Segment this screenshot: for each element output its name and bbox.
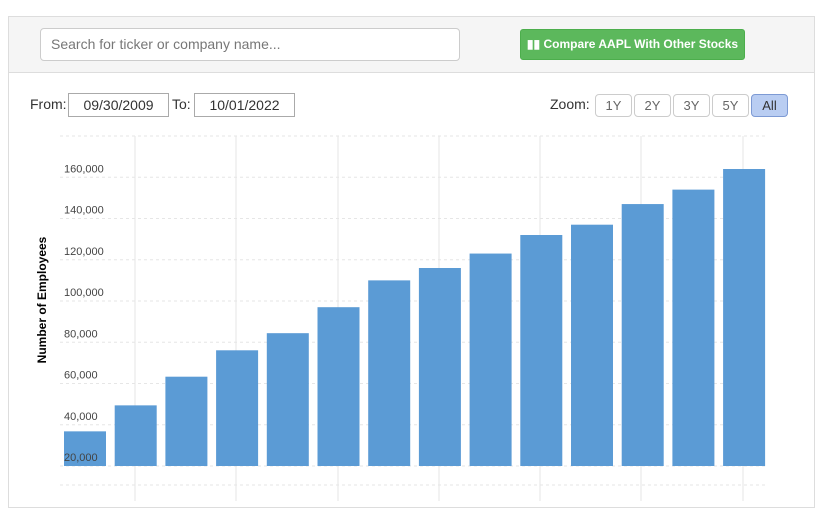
to-input[interactable]: 10/01/2022 xyxy=(194,93,295,117)
zoom-button[interactable]: 3Y xyxy=(673,94,710,117)
y-tick-label: 100,000 xyxy=(64,287,104,299)
from-label: From: xyxy=(30,96,67,112)
bar xyxy=(114,405,157,466)
y-tick-label: 160,000 xyxy=(64,163,104,175)
bar xyxy=(368,280,411,466)
bar xyxy=(64,431,106,466)
y-tick-label: 120,000 xyxy=(64,246,104,258)
compare-button[interactable]: ▮▮ Compare AAPL With Other Stocks xyxy=(520,29,745,60)
from-input[interactable]: 09/30/2009 xyxy=(68,93,169,117)
zoom-button[interactable]: All xyxy=(751,94,788,117)
y-tick-label: 80,000 xyxy=(64,328,98,340)
y-tick-label: 60,000 xyxy=(64,370,98,382)
bar xyxy=(165,376,208,466)
y-tick-label: 140,000 xyxy=(64,205,104,217)
bar xyxy=(621,204,664,466)
bar xyxy=(317,307,360,466)
zoom-button[interactable]: 1Y xyxy=(595,94,632,117)
bar xyxy=(469,253,512,466)
y-tick-label: 20,000 xyxy=(64,452,98,464)
bar xyxy=(723,169,766,466)
bar xyxy=(520,235,563,466)
bar xyxy=(571,224,613,466)
compare-text: Compare AAPL With Other Stocks xyxy=(543,37,739,51)
search-input[interactable]: Search for ticker or company name... xyxy=(40,28,460,61)
to-label: To: xyxy=(172,96,191,112)
bar xyxy=(418,268,461,466)
zoom-button[interactable]: 5Y xyxy=(712,94,749,117)
y-axis-label: Number of Employees xyxy=(35,236,49,363)
bar xyxy=(216,350,259,466)
bar xyxy=(266,333,309,466)
bar xyxy=(672,189,715,466)
zoom-button[interactable]: 2Y xyxy=(634,94,671,117)
panel: Search for ticker or company name... ▮▮ … xyxy=(8,16,815,508)
zoom-label: Zoom: xyxy=(550,96,590,112)
toolbar: Search for ticker or company name... ▮▮ … xyxy=(9,17,814,73)
y-tick-label: 40,000 xyxy=(64,411,98,423)
